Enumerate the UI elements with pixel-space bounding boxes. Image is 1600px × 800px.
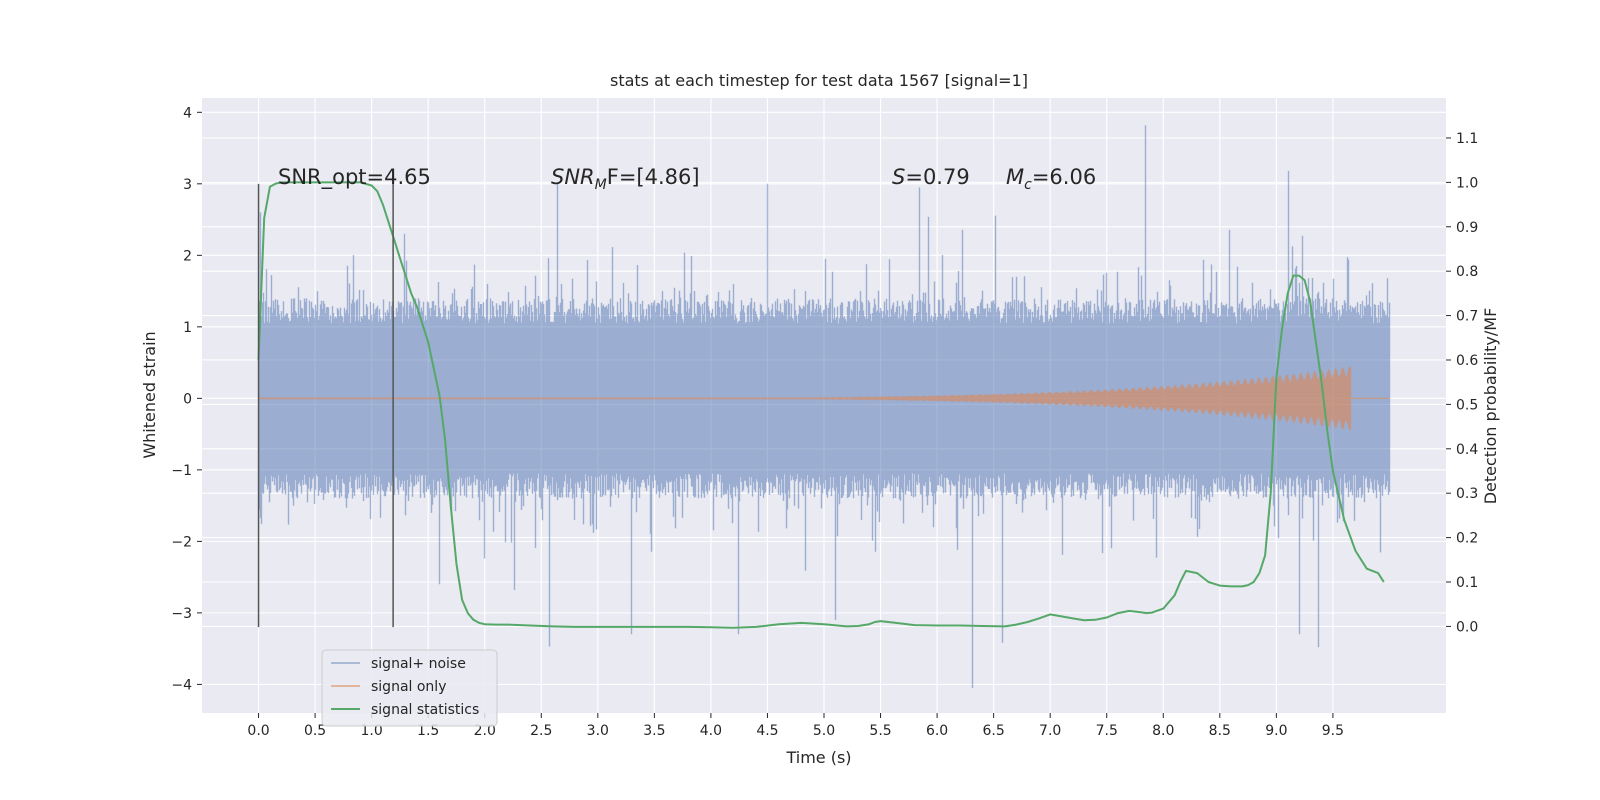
s-annotation: S=0.79 [892,165,970,189]
y-tick-label: 4 [183,105,192,121]
y-tick-label: 3 [183,177,192,193]
snr-mf-rest: F=[4.86] [607,165,700,189]
chart-title: stats at each timestep for test data 156… [610,71,1028,90]
s-label: S [892,165,905,189]
y2-tick-label: 0.0 [1456,619,1478,635]
x-tick-label: 3.0 [587,723,609,739]
y-tick-label: −1 [171,463,192,479]
legend-label-stat: signal statistics [371,702,479,718]
x-tick-label: 7.0 [1039,723,1061,739]
x-tick-label: 0.5 [304,723,326,739]
stat-layer [257,181,1385,629]
legend-box [321,649,498,727]
x-tick-label: 8.0 [1152,723,1174,739]
y-tick-label: −4 [171,677,192,693]
mc-label: M [1006,165,1024,189]
x-tick-label: 4.5 [756,723,778,739]
y2-tick-label: 0.7 [1456,309,1478,325]
x-tick-label: 5.5 [869,723,891,739]
snr-mf-sub: M [595,177,607,193]
x-tick-label: 8.5 [1209,723,1231,739]
series-signal-statistics [257,181,1385,629]
x-tick-label: 2.5 [530,723,552,739]
signal-layer [258,366,1390,431]
mc-value: =6.06 [1032,165,1096,189]
tick-layer: 0.0 0.5 1.0 1.5 2.0 2.5 3.0 3.5 4.0 4.5 5.0 5.5 6.0 6… [171,105,1478,739]
x-tick-label: 7.5 [1096,723,1118,739]
y-tick-label: 0 [183,391,192,407]
y2-tick-label: 0.3 [1456,486,1478,502]
y2-tick-label: 0.2 [1456,531,1478,547]
mc-sub: c [1024,177,1032,193]
snr-opt-annotation: SNR_opt=4.65 [278,165,431,190]
y2-tick-label: 1.1 [1456,131,1478,147]
x-tick-label: 3.5 [643,723,665,739]
y-tick-label: −2 [171,534,192,550]
y2-axis-label: Detection probability/MF [1481,308,1500,505]
y-tick-label: 2 [183,248,192,264]
y-tick-label: −3 [171,606,192,622]
y2-tick-label: 1.0 [1456,175,1478,191]
y2-tick-label: 0.5 [1456,397,1478,413]
x-tick-label: 4.0 [700,723,722,739]
legend-label-signal: signal only [371,679,446,695]
y-axis-label: Whitened strain [140,331,159,458]
series-signal-only [258,366,1390,431]
mc-annotation: Mc=6.06 [1006,165,1096,193]
x-tick-label: 2.0 [474,723,496,739]
x-tick-label: 6.0 [926,723,948,739]
y2-tick-label: 0.1 [1456,575,1478,591]
y2-tick-label: 0.4 [1456,442,1478,458]
x-tick-label: 9.5 [1322,723,1344,739]
snr-mf-annotation: SNRMF=[4.86] [551,165,700,193]
x-tick-label: 5.0 [813,723,835,739]
y2-tick-label: 0.8 [1456,264,1478,280]
x-tick-label: 1.0 [361,723,383,739]
x-tick-label: 0.0 [247,723,269,739]
vline-layer [257,183,394,628]
y2-tick-label: 0.9 [1456,220,1478,236]
y2-tick-label: 0.6 [1456,353,1478,369]
x-axis-label: Time (s) [785,748,851,767]
s-value: =0.79 [905,165,969,189]
legend: signal+ noise signal only signal statist… [321,649,498,727]
x-tick-label: 9.0 [1265,723,1287,739]
snr-mf-main: SNR [551,165,595,189]
legend-label-noise: signal+ noise [371,656,466,672]
x-tick-label: 1.5 [417,723,439,739]
y-tick-label: 1 [183,320,192,336]
x-tick-label: 6.5 [983,723,1005,739]
